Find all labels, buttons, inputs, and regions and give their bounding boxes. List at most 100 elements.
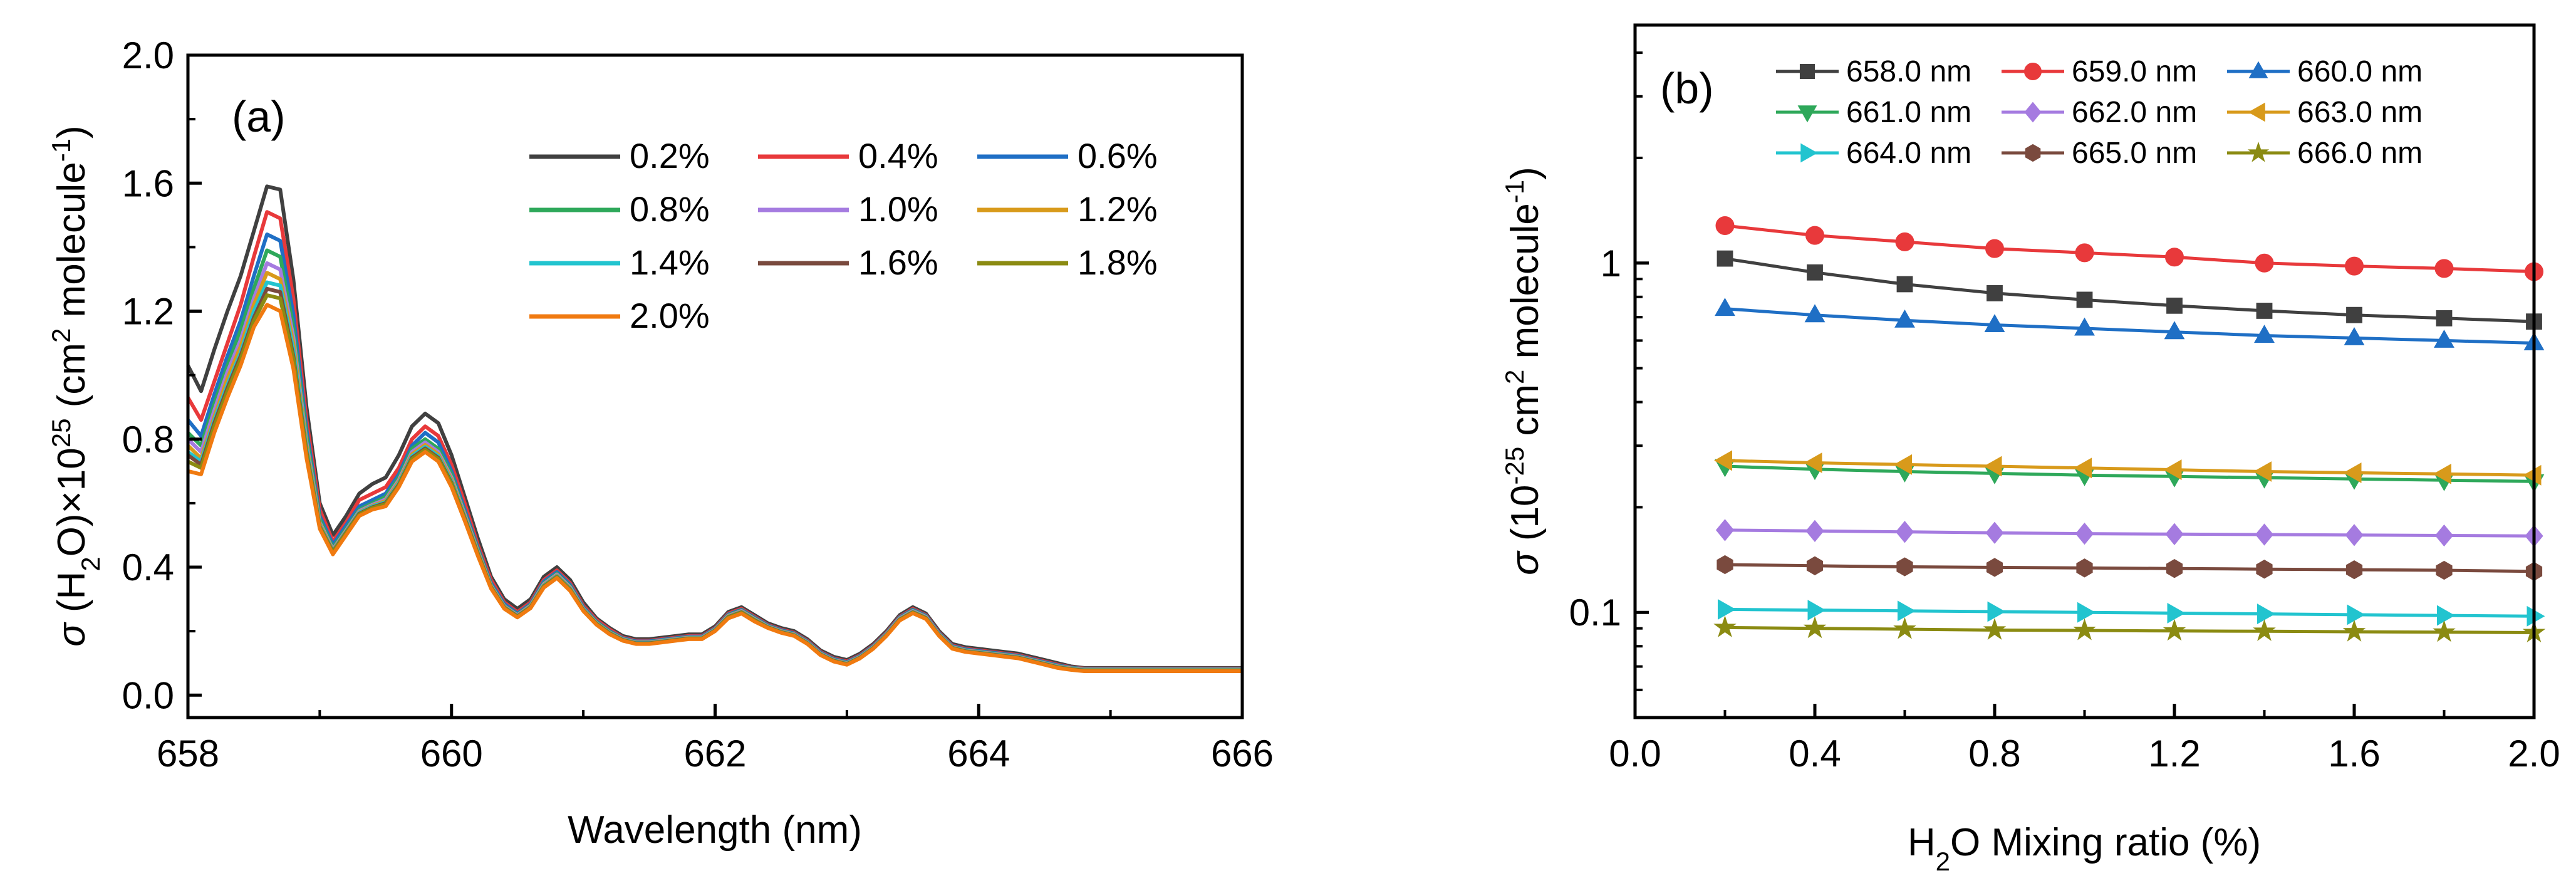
data-point	[2077, 602, 2096, 623]
legend-label: 663.0 nm	[2297, 96, 2423, 129]
series-line	[1725, 563, 2535, 573]
data-point	[2256, 560, 2273, 579]
series-line-1.2%	[186, 271, 1242, 672]
label-part: )	[1504, 167, 1547, 180]
data-point	[2345, 560, 2363, 580]
y-tick-label: 1	[1601, 243, 1621, 285]
series-line	[1725, 257, 2535, 323]
legend-item-0.4%: 0.4%	[758, 136, 938, 175]
legend-item-1.4%: 1.4%	[529, 243, 710, 282]
legend-label: 1.8%	[1078, 243, 1158, 282]
data-point	[1803, 616, 1827, 639]
legend-marker	[2248, 61, 2268, 78]
legend-marker	[2024, 102, 2042, 123]
y-tick-label: 1.6	[122, 162, 174, 204]
panel-a-series-lines	[186, 184, 1242, 673]
series-line	[1725, 459, 2535, 477]
series-line-0.6%	[186, 233, 1242, 671]
legend-item-0.6%: 0.6%	[977, 136, 1158, 175]
series-line-1.6%	[187, 286, 1242, 672]
data-point	[2347, 604, 2366, 625]
data-point	[1713, 615, 1737, 637]
data-point	[1896, 276, 1913, 293]
legend-item-658.0 nm: 658.0 nm	[1776, 55, 1971, 88]
legend-marker	[2247, 141, 2270, 162]
y-tick-label: 0.1	[1569, 592, 1621, 634]
data-point	[2254, 325, 2275, 343]
data-point	[1983, 618, 2007, 640]
panel-a-label: (a)	[232, 92, 286, 141]
data-point	[2255, 523, 2274, 546]
panel-a-ticks: 658 660 662 664 666 0.0 0.4 0.8 1.2 1.6 2.0	[122, 34, 1274, 775]
series-660.0 nm	[1715, 298, 2545, 350]
data-point	[1895, 521, 1914, 543]
data-point	[1894, 454, 1912, 475]
legend-label: 0.2%	[630, 136, 710, 175]
panel-b-ticks: 0.0 0.4 0.8 1.2 1.6 2.0 1 0.1	[1569, 51, 2560, 775]
legend-marker	[1797, 105, 1817, 123]
series-line	[1725, 528, 2535, 538]
data-point	[1984, 314, 2005, 332]
legend-label: 660.0 nm	[2297, 55, 2423, 88]
data-point	[2434, 329, 2454, 348]
series-line	[1725, 464, 2535, 483]
data-point	[1987, 601, 2006, 622]
label-part: -1	[46, 138, 76, 162]
legend-item-2.0%: 2.0%	[529, 296, 710, 335]
data-point	[2253, 619, 2276, 641]
legend-item-664.0 nm: 664.0 nm	[1776, 137, 1971, 170]
legend-label: 2.0%	[630, 296, 710, 335]
data-point	[2166, 297, 2183, 314]
data-point	[1715, 216, 1735, 235]
data-point	[2436, 310, 2453, 327]
label-part: 2	[1936, 847, 1950, 876]
label-part: σ	[1504, 550, 1547, 575]
legend-item-662.0 nm: 662.0 nm	[2002, 96, 2197, 129]
legend-label: 664.0 nm	[1846, 137, 1971, 170]
label-part: (H	[50, 572, 93, 624]
legend-item-1.6%: 1.6%	[758, 243, 938, 282]
legend-item-663.0 nm: 663.0 nm	[2227, 96, 2423, 129]
x-tick-label: 662	[683, 733, 746, 775]
label-part: 2	[46, 328, 76, 343]
label-part: H	[1908, 821, 1936, 864]
y-tick-label: 0.4	[122, 546, 174, 588]
panel-a-legend: 0.2% 0.4% 0.6% 0.8% 1.0% 1.2% 1.4% 1.6% 1.8% 2.0%	[529, 136, 1158, 335]
data-point	[2163, 459, 2182, 481]
legend-label: 659.0 nm	[2072, 55, 2197, 88]
legend-label: 661.0 nm	[1846, 96, 1971, 129]
legend-marker	[2248, 102, 2265, 122]
data-point	[1716, 250, 1733, 267]
legend-label: 666.0 nm	[2297, 137, 2423, 170]
data-point	[1715, 298, 1735, 316]
legend-item-665.0 nm: 665.0 nm	[2002, 137, 2197, 170]
data-point	[2346, 306, 2362, 323]
legend-marker	[2025, 144, 2041, 162]
chart-panel-a: 658 660 662 664 666 0.0 0.4 0.8 1.2 1.6 2.0 (a) Wa…	[46, 34, 1274, 852]
label-part: -25	[1500, 447, 1529, 485]
data-point	[2344, 327, 2365, 345]
x-tick-label: 0.8	[1968, 733, 2020, 775]
series-662.0 nm	[1715, 519, 2543, 547]
y-tick-label: 0.0	[122, 674, 174, 716]
legend-label: 665.0 nm	[2072, 137, 2197, 170]
y-tick-label: 0.8	[122, 419, 174, 461]
data-point	[2073, 618, 2096, 640]
legend-label: 1.2%	[1078, 189, 1158, 229]
x-tick-label: 660	[420, 733, 483, 775]
legend-label: 662.0 nm	[2072, 96, 2197, 129]
x-tick-label: 1.6	[2328, 733, 2380, 775]
panel-b-x-axis-label: H2O Mixing ratio (%)	[1908, 821, 2261, 876]
series-line-1.8%	[187, 293, 1242, 673]
data-point	[2434, 524, 2454, 547]
data-point	[1804, 304, 1826, 323]
series-659.0 nm	[1715, 216, 2543, 281]
x-tick-label: 0.0	[1609, 733, 1661, 775]
legend-item-0.2%: 0.2%	[529, 136, 710, 175]
label-part: molecule	[1504, 203, 1547, 369]
data-point	[2165, 523, 2184, 545]
panel-b-label: (b)	[1660, 64, 1714, 113]
label-part: 2	[76, 556, 105, 571]
panel-b-series-lines	[1713, 216, 2546, 643]
